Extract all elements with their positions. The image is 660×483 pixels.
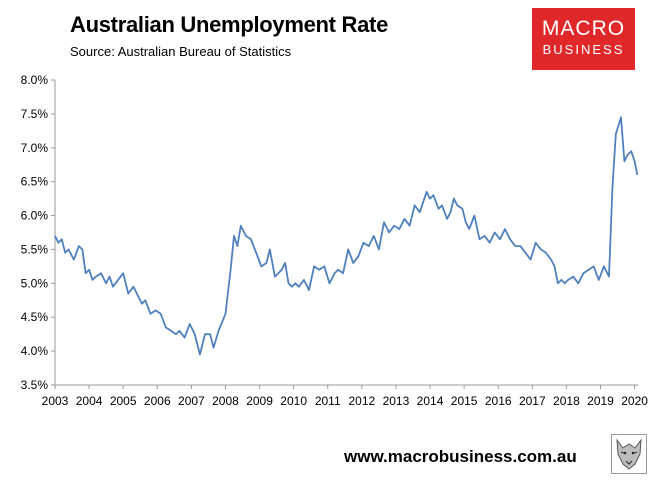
x-tick-label: 2009 <box>246 394 273 408</box>
x-tick-label: 2016 <box>485 394 512 408</box>
logo-line-2: BUSINESS <box>542 42 625 57</box>
x-tick-label: 2020 <box>621 394 648 408</box>
chart-axes: 3.5% 4.0% 4.5% 5.0% 5.5% 6.0% 6.5% 7.0% 7.5% 8.0%… <box>21 73 649 408</box>
y-tick-label: 5.5% <box>21 242 49 256</box>
x-tick-label: 2013 <box>383 394 410 408</box>
chart-title: Australian Unemployment Rate <box>70 12 389 37</box>
macrobusiness-logo[interactable]: MACRO BUSINESS <box>532 8 635 70</box>
x-tick-label: 2006 <box>144 394 171 408</box>
y-tick-label: 6.0% <box>21 209 49 223</box>
x-tick-label: 2008 <box>212 394 239 408</box>
x-tick-label: 2007 <box>178 394 205 408</box>
wolf-logo-icon <box>611 434 647 474</box>
x-tick-label: 2017 <box>519 394 546 408</box>
logo-line-1: MACRO <box>541 17 626 40</box>
y-tick-label: 8.0% <box>21 73 49 87</box>
y-tick-label: 4.0% <box>21 344 49 358</box>
x-tick-label: 2004 <box>76 394 103 408</box>
x-tick-label: 2018 <box>553 394 580 408</box>
y-tick-label: 7.0% <box>21 141 49 155</box>
x-tick-label: 2003 <box>42 394 69 408</box>
x-tick-label: 2012 <box>348 394 375 408</box>
y-tick-label: 5.0% <box>21 276 49 290</box>
footer-website-url[interactable]: www.macrobusiness.com.au <box>344 447 577 466</box>
y-tick-label: 7.5% <box>21 107 49 121</box>
x-tick-label: 2014 <box>417 394 444 408</box>
chart-subtitle: Source: Australian Bureau of Statistics <box>70 44 292 59</box>
unemployment-rate-line <box>54 116 639 356</box>
unemployment-chart: 3.5% 4.0% 4.5% 5.0% 5.5% 6.0% 6.5% 7.0% 7.5% 8.0%… <box>21 73 649 408</box>
x-tick-label: 2010 <box>280 394 307 408</box>
x-tick-label: 2015 <box>451 394 478 408</box>
y-tick-label: 3.5% <box>21 378 49 392</box>
x-tick-label: 2011 <box>315 394 341 408</box>
x-tick-label: 2005 <box>110 394 137 408</box>
y-tick-label: 6.5% <box>21 175 49 189</box>
y-tick-label: 4.5% <box>21 310 49 324</box>
x-tick-label: 2019 <box>587 394 614 408</box>
chart-plot-area <box>54 116 639 356</box>
